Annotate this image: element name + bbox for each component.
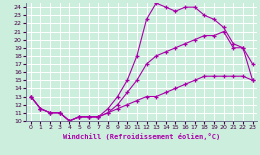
X-axis label: Windchill (Refroidissement éolien,°C): Windchill (Refroidissement éolien,°C) (63, 133, 220, 140)
